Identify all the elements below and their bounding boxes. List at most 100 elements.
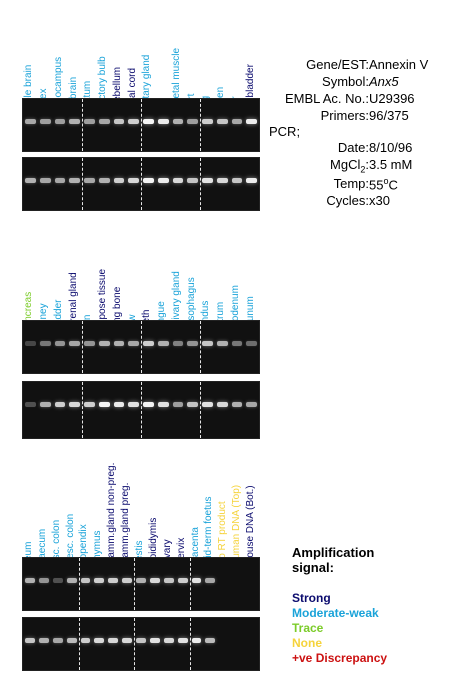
lane-group-divider: [141, 321, 142, 373]
gel-panel-gut-repro: Ileum Caecum Asc. colon Desc. colon Appendix…: [0, 0, 270, 671]
date-value: 8/10/96: [369, 140, 413, 155]
lane-group-divider: [82, 321, 83, 373]
gel-band: [231, 402, 243, 407]
gel-band: [216, 178, 228, 183]
gel-band: [108, 638, 119, 643]
lane-group-divider: [78, 558, 80, 610]
gel-band: [98, 402, 110, 407]
gel-band: [39, 402, 51, 407]
lane-label: Human DNA (Top): [231, 484, 243, 566]
gel-band: [113, 341, 125, 346]
gel-band: [157, 119, 169, 124]
lane-label: Mamm.gland non-preg.: [106, 462, 118, 566]
gel-band: [205, 578, 216, 583]
lane-group-divider: [141, 158, 142, 210]
lane-group-divider: [200, 99, 201, 151]
lane-label: Mouse DNA (Bot.): [245, 485, 257, 566]
gel-band: [128, 119, 139, 124]
gel-band: [136, 638, 146, 643]
gel-band: [39, 178, 51, 183]
gel-band: [84, 402, 95, 407]
legend-title-line1: Amplification: [292, 545, 375, 560]
pcr-label: PCR;: [269, 124, 301, 139]
gel-bottom: [22, 381, 260, 439]
primers-value: 96/375: [369, 108, 409, 123]
gel-band: [231, 341, 243, 346]
gel-band: [25, 638, 35, 643]
gel-band: [84, 341, 95, 346]
gel-band: [128, 402, 139, 407]
legend-item-none: None: [292, 636, 322, 650]
gel-band: [191, 638, 202, 643]
gel-top: [22, 557, 260, 611]
gel-band: [69, 178, 80, 183]
lane-labels: Ileum Caecum Asc. colon Desc. colon Appendix…: [0, 0, 270, 566]
gel-band: [25, 341, 36, 346]
gel-band: [231, 178, 243, 183]
lane-label: Mid-term foetus: [203, 496, 215, 566]
gel-top: [22, 98, 260, 152]
gel-band: [246, 178, 257, 183]
lane-group-divider: [200, 321, 201, 373]
gel-band: [163, 638, 174, 643]
gel-band: [157, 341, 169, 346]
gel-band: [113, 119, 125, 124]
gel-band: [39, 341, 51, 346]
gel-band: [216, 119, 228, 124]
cycles-label: Cycles:: [326, 193, 369, 208]
gel-panel-brain: Whole brainCortexHippocampusMid brainStr…: [0, 0, 270, 215]
lane-group-divider: [141, 382, 142, 438]
gel-band: [177, 578, 188, 583]
gel-band: [128, 178, 139, 183]
amplification-legend: Amplification signal: Strong Moderate-we…: [292, 545, 387, 666]
legend-item-strong: Strong: [292, 591, 331, 605]
symbol-label: Symbol:: [322, 74, 369, 89]
gel-band: [25, 119, 36, 124]
gel-band: [98, 341, 110, 346]
gel-band: [157, 178, 169, 183]
embl-value: U29396: [369, 91, 415, 106]
gel-band: [54, 341, 66, 346]
lane-group-divider: [200, 382, 201, 438]
gel-band: [25, 402, 36, 407]
gel-bottom: [22, 617, 260, 671]
gel-band: [80, 578, 91, 583]
gel-band: [172, 341, 184, 346]
gel-band: [98, 119, 110, 124]
lane-label: Mamm.gland preg.: [120, 482, 132, 566]
temp-label: Temp:: [333, 176, 369, 191]
legend-item-moderate: Moderate-weak: [292, 606, 379, 620]
gel-band: [69, 341, 80, 346]
mgcl-value: 3.5 mM: [369, 157, 413, 172]
gel-band: [98, 178, 110, 183]
gel-band: [69, 402, 80, 407]
gel-band: [149, 578, 160, 583]
temp-value: 55oC: [369, 176, 398, 193]
gel-band: [80, 638, 91, 643]
gel-band: [25, 178, 36, 183]
gel-band: [54, 178, 66, 183]
gel-band: [149, 638, 160, 643]
lane-group-divider: [200, 158, 201, 210]
gel-band: [177, 638, 188, 643]
gel-band: [54, 119, 66, 124]
lane-group-divider: [141, 99, 142, 151]
gel-band: [66, 638, 77, 643]
lane-group-divider: [189, 618, 191, 670]
gel-band: [25, 578, 35, 583]
gene-value: Annexin V: [369, 57, 429, 72]
gel-band: [52, 578, 63, 583]
gel-band: [136, 578, 146, 583]
gel-band: [246, 119, 257, 124]
gel-band: [113, 178, 125, 183]
gel-band: [143, 119, 154, 124]
date-label: Date:: [337, 140, 369, 155]
legend-title-line2: signal:: [292, 560, 334, 575]
lane-group-divider: [82, 99, 83, 151]
symbol-value: Anx5: [369, 74, 399, 89]
lane-group-divider: [82, 158, 83, 210]
gel-band: [231, 119, 243, 124]
gel-band: [246, 341, 257, 346]
gel-band: [172, 402, 184, 407]
